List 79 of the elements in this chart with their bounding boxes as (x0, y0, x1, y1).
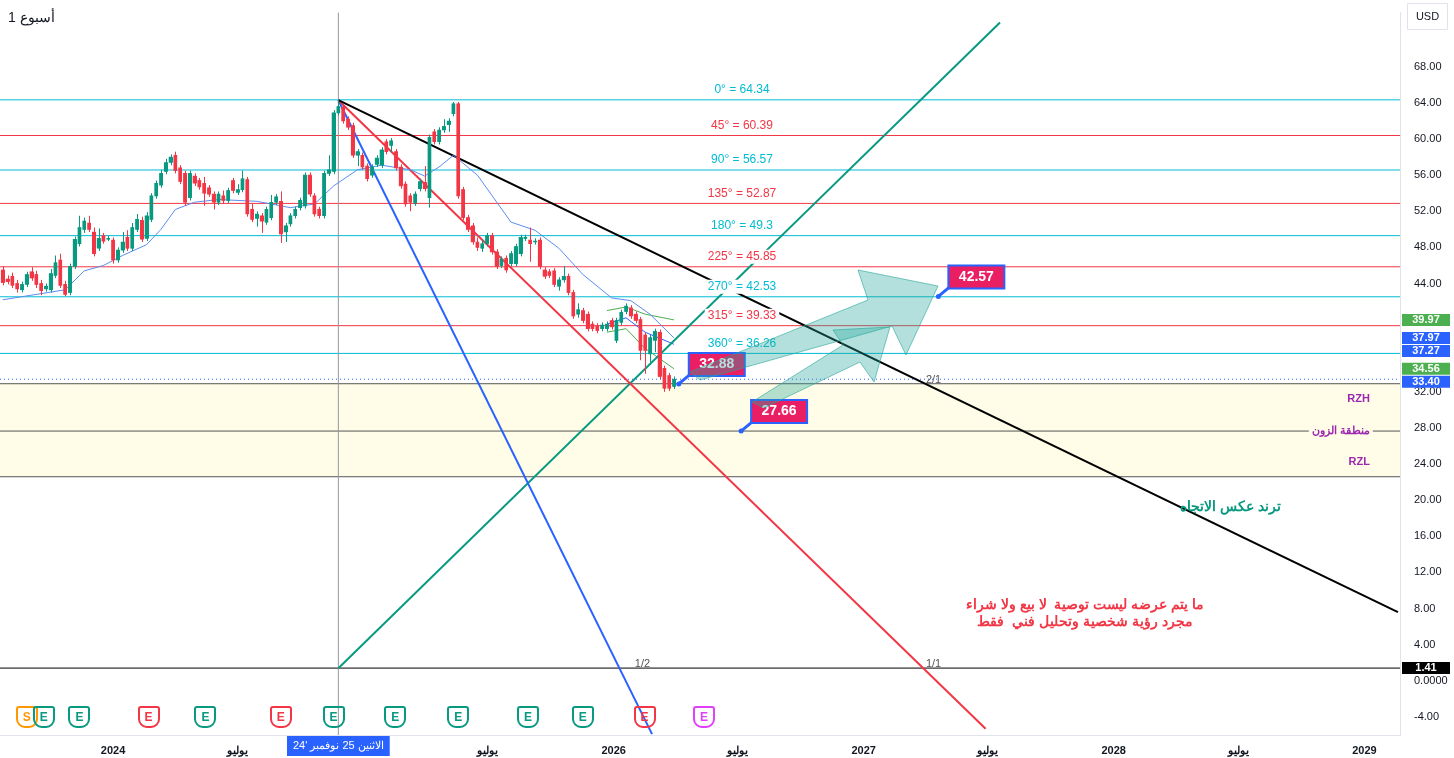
y-tick-label: 32.00 (1414, 384, 1442, 397)
y-tick-label: 60.00 (1414, 132, 1442, 145)
y-tick-label: 8.00 (1414, 601, 1436, 614)
candlestick (96, 227, 101, 252)
x-tick-label: 2024 (100, 743, 127, 756)
y-tick-label: 52.00 (1414, 204, 1442, 217)
annotation: مجرد رؤية شخصية وتحليل فني فقط (977, 612, 1193, 630)
annotation: 1/2 (634, 657, 651, 670)
x-tick-label: يوليو (226, 743, 249, 757)
x-tick-label: 2028 (1101, 743, 1126, 756)
badge-icon: S (15, 706, 38, 728)
y-tick-label: 48.00 (1414, 240, 1442, 253)
text: 37.97 (1412, 330, 1440, 343)
annotation: 1/1 (925, 657, 942, 670)
x-tick-label: يوليو (976, 743, 999, 757)
annotation: RZH (1347, 391, 1370, 404)
y-tick-label: 12.00 (1414, 565, 1442, 578)
ref-line-label: 360° = 36.26 (707, 335, 777, 350)
x-tick-label: يوليو (1226, 743, 1249, 757)
x-tick-label: 2027 (851, 743, 876, 756)
ref-line-label: 1.41 (1415, 661, 1437, 674)
candlestick (139, 216, 144, 243)
y-tick-label: 68.00 (1414, 59, 1442, 72)
ref-line-label: 0° = 64.34 (714, 82, 770, 97)
annotation: ما يتم عرضه ليست توصية لا بيع ولا شراء (965, 595, 1205, 613)
badge-icon: E (447, 706, 470, 728)
text: 33.40 (1412, 374, 1440, 387)
y-tick-label: 56.00 (1414, 168, 1442, 181)
y-tick-label: 64.00 (1414, 95, 1442, 108)
annotation: منطقة الزون (1311, 424, 1370, 438)
annotation: ترند عكس الاتجاه (1179, 497, 1281, 515)
badge-icon: E (693, 706, 716, 728)
annotation: RZL (1348, 454, 1371, 467)
badge-icon: E (68, 706, 91, 728)
y-tick-label: 0.0000 (1414, 673, 1448, 686)
y-axis-title: USD (1415, 10, 1440, 23)
candlestick (307, 171, 312, 198)
x-tick-label: 2026 (601, 743, 626, 756)
y-tick-label: 44.00 (1414, 276, 1442, 289)
ref-line-label: 270° = 42.53 (707, 279, 777, 294)
candlestick (283, 222, 288, 243)
annotation: 27.66 (761, 402, 797, 419)
ref-line-label: 225° = 45.85 (707, 249, 777, 264)
badge-icon: E (571, 706, 594, 728)
y-tick-label: 20.00 (1414, 493, 1442, 506)
candlestick (120, 231, 125, 254)
ref-line-label: الاثنين 25 نوفمبر '24 (292, 739, 384, 753)
text: 34.56 (1412, 361, 1440, 374)
x-tick-label: يوليو (726, 743, 749, 757)
y-tick-label: -4.00 (1414, 709, 1440, 722)
y-tick-label: 28.00 (1414, 421, 1442, 434)
ref-line-label: 45° = 60.39 (711, 117, 774, 132)
badge-icon: E (32, 706, 55, 728)
ref-line-label: 135° = 52.87 (707, 185, 777, 200)
chart-title: 1 أسبوع (8, 6, 55, 26)
y-tick-label: 4.00 (1414, 637, 1436, 650)
text: 39.97 (1412, 312, 1440, 325)
badge-icon: E (384, 706, 407, 728)
x-tick-label: 2029 (1352, 743, 1377, 756)
annotation: 2/1 (925, 372, 942, 385)
text: 37.27 (1412, 343, 1440, 356)
candlestick (533, 237, 537, 246)
badge-icon: E (194, 706, 217, 728)
annotation: 42.57 (958, 267, 995, 284)
candlestick (528, 227, 532, 263)
annotation: 32.88 (699, 355, 735, 372)
y-tick-label: 24.00 (1414, 457, 1442, 470)
candlestick (652, 328, 657, 353)
candlestick (125, 229, 130, 252)
ref-line-label: 180° = 49.3 (711, 217, 774, 232)
badge-icon: E (517, 706, 540, 728)
badge-icon: E (322, 706, 345, 728)
candlestick (240, 170, 245, 193)
y-tick-label: 16.00 (1414, 529, 1442, 542)
ref-line-label: 315° = 39.33 (707, 307, 777, 322)
ref-line-label: 90° = 56.57 (711, 152, 774, 167)
x-tick-label: يوليو (476, 743, 499, 757)
badge-icon: E (269, 706, 292, 728)
badge-icon: E (137, 706, 160, 728)
